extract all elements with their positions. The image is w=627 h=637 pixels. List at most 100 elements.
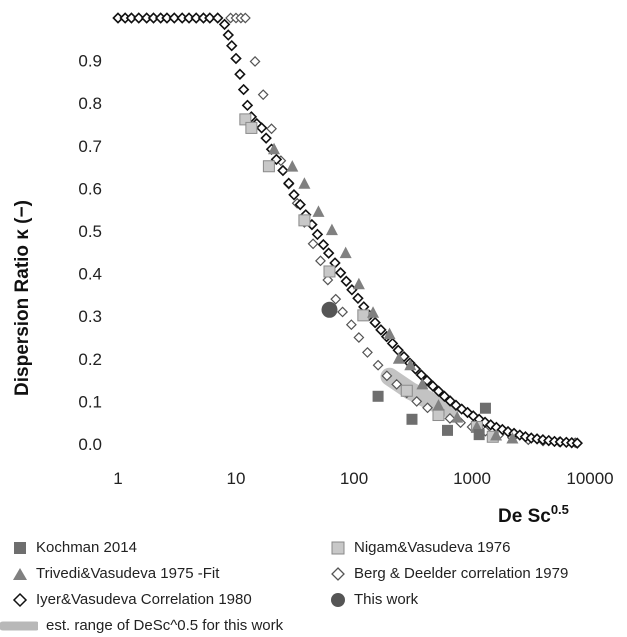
data-point	[249, 56, 261, 67]
legend-label: est. range of DeSc^0.5 for this work	[46, 617, 284, 634]
legend: Kochman 2014 Nigam&Vasudeva 1976 Trivedi…	[0, 534, 627, 637]
x-axis-ticks: 1 10 100 1000 10000	[113, 469, 613, 488]
data-point	[283, 177, 295, 190]
x-axis-title: De Sc0.5	[498, 502, 569, 527]
data-point	[345, 319, 357, 331]
y-tick-label: 0.8	[78, 94, 102, 113]
legend-label: Nigam&Vasudeva 1976	[354, 539, 511, 556]
y-tick-label: 0.0	[78, 435, 102, 454]
data-point	[361, 346, 373, 358]
data-point	[225, 39, 238, 52]
data-point	[339, 246, 352, 259]
y-tick-label: 0.1	[78, 392, 102, 411]
data-point	[415, 369, 428, 381]
data-point	[506, 431, 519, 444]
data-point	[311, 228, 324, 241]
data-point	[442, 424, 454, 436]
legend-diamond-open-icon	[331, 566, 345, 581]
data-point	[337, 306, 349, 318]
series-5	[321, 301, 338, 318]
legend-band-icon	[0, 621, 38, 630]
y-tick-label: 0.7	[78, 137, 102, 156]
data-point	[470, 420, 483, 432]
data-point	[322, 274, 334, 286]
data-point	[262, 160, 275, 173]
data-point	[230, 52, 242, 65]
x-tick-label: 10	[227, 469, 246, 488]
data-point	[375, 324, 387, 336]
legend-diamond-open-dark-icon	[12, 592, 28, 607]
data-point	[286, 160, 299, 172]
data-point	[322, 247, 335, 259]
legend-item-kochman: Kochman 2014	[12, 539, 137, 556]
data-point	[353, 332, 365, 343]
y-tick-label: 0.4	[78, 265, 102, 284]
legend-item-berg: Berg & Deelder correlation 1979	[330, 565, 568, 582]
data-point	[315, 255, 326, 267]
plot-area	[112, 12, 583, 449]
data-point	[255, 122, 268, 134]
data-point	[367, 306, 380, 318]
y-axis-ticks: 0.0 0.1 0.2 0.3 0.4 0.5 0.6 0.7 0.8 0.9	[78, 52, 102, 454]
data-point	[288, 189, 300, 201]
y-tick-label: 0.6	[78, 179, 102, 198]
data-point	[298, 214, 311, 227]
legend-item-trivedi: Trivedi&Vasudeva 1975 -Fit	[12, 565, 219, 582]
data-point	[381, 370, 393, 382]
legend-square-filled-icon	[14, 541, 26, 554]
series-2	[268, 142, 519, 444]
legend-label: Berg & Deelder correlation 1979	[354, 565, 569, 582]
chart: 0.0 0.1 0.2 0.3 0.4 0.5 0.6 0.7 0.8 0.9 1 10 100 100…	[12, 12, 614, 527]
data-point	[266, 123, 277, 135]
x-tick-label: 10000	[566, 469, 613, 488]
legend-circle-icon	[331, 592, 345, 607]
data-point	[386, 337, 399, 350]
data-point	[391, 378, 403, 390]
data-point	[330, 293, 342, 305]
data-point	[294, 198, 306, 211]
data-point	[451, 411, 464, 423]
y-tick-label: 0.5	[78, 222, 102, 241]
data-point	[277, 164, 289, 177]
data-point	[404, 358, 417, 371]
data-point	[427, 380, 439, 392]
data-point	[323, 265, 336, 278]
data-point	[432, 409, 445, 422]
data-point	[260, 132, 272, 144]
data-point	[398, 350, 410, 363]
data-point	[340, 275, 353, 287]
data-point	[298, 177, 311, 189]
legend-item-range: est. range of DeSc^0.5 for this work	[0, 617, 283, 634]
data-point	[125, 12, 138, 24]
data-point	[312, 205, 325, 217]
data-point	[411, 395, 423, 407]
data-point	[237, 83, 250, 96]
x-axis-title-base: De Sc	[498, 506, 551, 527]
x-axis-title-superscript: 0.5	[551, 502, 569, 517]
y-tick-label: 0.3	[78, 307, 102, 326]
data-point	[218, 18, 231, 31]
data-point	[416, 377, 429, 390]
data-point	[406, 413, 418, 425]
data-point	[234, 68, 246, 80]
data-point	[432, 385, 445, 397]
data-point	[222, 29, 235, 41]
legend-triangle-icon	[13, 567, 27, 580]
legend-label: Kochman 2014	[36, 539, 137, 556]
data-point	[479, 416, 491, 429]
data-point	[571, 437, 583, 449]
legend-label: Trivedi&Vasudeva 1975 -Fit	[36, 565, 220, 582]
data-point	[268, 142, 281, 155]
data-point	[245, 121, 258, 134]
y-tick-label: 0.9	[78, 52, 102, 71]
data-point	[372, 390, 384, 402]
data-point	[161, 12, 173, 24]
legend-item-nigam: Nigam&Vasudeva 1976	[330, 539, 511, 556]
data-point	[392, 352, 405, 364]
y-axis-title: Dispersion Ratio κ (−)	[12, 200, 33, 396]
data-point	[168, 12, 181, 24]
data-point	[422, 402, 433, 414]
data-point	[317, 238, 330, 251]
data-point	[467, 410, 479, 422]
legend-item-this-work: This work	[330, 591, 418, 608]
